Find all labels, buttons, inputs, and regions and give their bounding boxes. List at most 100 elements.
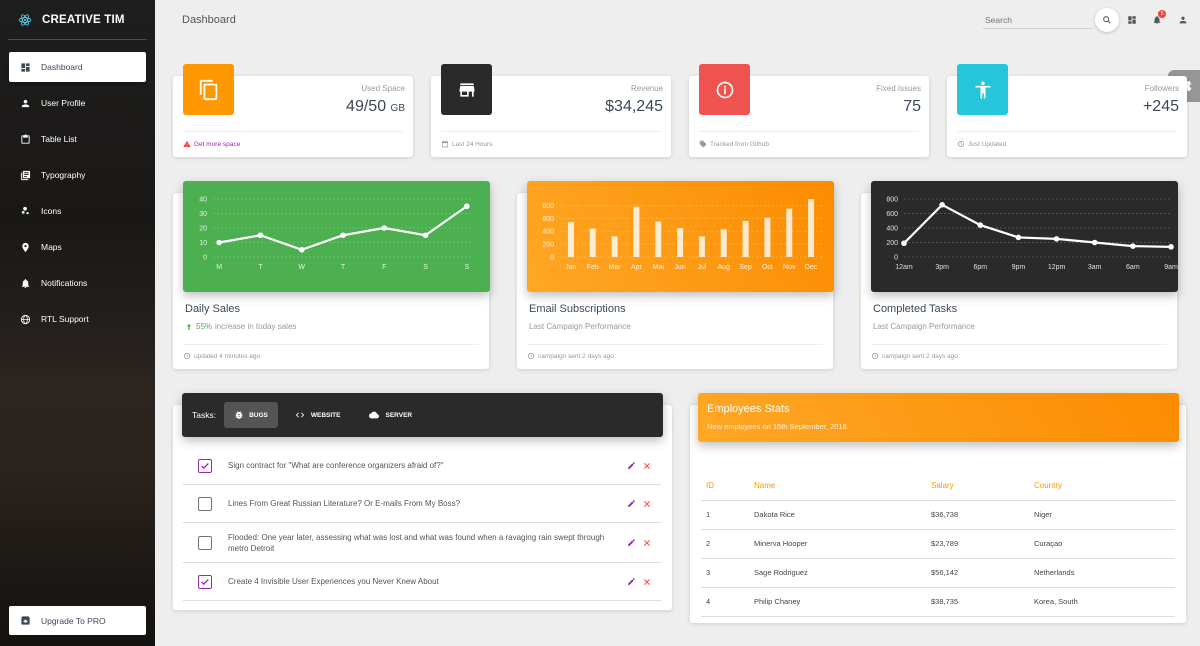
search-input[interactable]: [983, 11, 1093, 29]
data-point: [216, 239, 222, 246]
bar: [567, 222, 574, 257]
notifications-button[interactable]: [1151, 14, 1163, 26]
employees-header: Employees Stats New employees on 15th Se…: [698, 393, 1179, 442]
sidebar-item-notifications[interactable]: Notifications: [9, 268, 146, 298]
x-tick-label: S: [423, 264, 428, 271]
edit-task-button[interactable]: [626, 577, 636, 587]
task-checkbox[interactable]: [198, 458, 212, 473]
stat-category: Followers: [1144, 84, 1179, 93]
sidebar-item-icons[interactable]: Icons: [9, 196, 146, 226]
bar: [655, 221, 662, 257]
tab-label: BUGS: [249, 411, 268, 419]
data-point: [381, 225, 388, 231]
delete-task-button[interactable]: [642, 499, 652, 509]
bar: [720, 229, 727, 257]
x-tick-label: 12pm: [1048, 264, 1066, 271]
table-cell: $36,738: [926, 500, 1029, 530]
sidebar-item-label: Icons: [41, 206, 62, 216]
table-cell: Netherlands: [1029, 558, 1175, 588]
task-row: Lines From Great Russian Literature? Or …: [183, 485, 661, 523]
bar: [764, 217, 771, 257]
delete-task-button[interactable]: [642, 461, 652, 471]
bar: [633, 206, 640, 257]
sidebar: CREATIVE TIM Dashboard User Profile Tabl…: [0, 0, 155, 646]
profile-button[interactable]: [1177, 14, 1189, 26]
arrow-up-icon: [186, 323, 192, 330]
tab-website[interactable]: WEBSITE: [284, 402, 351, 428]
y-tick-label: 600: [886, 211, 898, 218]
sidebar-item-user-profile[interactable]: User Profile: [9, 88, 146, 118]
sidebar-item-maps[interactable]: Maps: [9, 232, 146, 262]
stat-value: 75: [903, 98, 921, 115]
x-tick-label: 9am: [1164, 264, 1178, 271]
stat-footer: Get more space: [183, 131, 403, 148]
y-tick-label: 800: [542, 203, 554, 210]
delete-task-button[interactable]: [642, 577, 652, 587]
bar: [786, 208, 793, 257]
stat-footer-text: Tracked from Github: [710, 140, 770, 148]
get-more-space-link[interactable]: Get more space: [194, 140, 241, 148]
chart-subtitle: Last Campaign Performance: [529, 322, 631, 331]
dashboard-icon: [19, 61, 31, 73]
close-icon: [643, 578, 651, 585]
edit-task-button[interactable]: [626, 538, 636, 548]
tab-server[interactable]: SERVER: [357, 402, 423, 428]
upgrade-to-pro-button[interactable]: Upgrade To PRO: [9, 606, 146, 635]
chart-card-completed-tasks: 800 600 400 200 0 12am 3pm 6pm 9pm 12pm 3am 6am 9am …: [861, 181, 1178, 369]
tasks-card: Tasks: BUGS WEBSITE SERVER Sign contract…: [173, 393, 672, 610]
x-tick-label: 9pm: [1012, 264, 1026, 271]
clock-icon: [871, 352, 879, 360]
task-checkbox[interactable]: [198, 535, 212, 550]
location-icon: [19, 241, 31, 253]
brand-logo[interactable]: CREATIVE TIM: [8, 0, 147, 40]
sidebar-item-label: RTL Support: [41, 314, 89, 324]
search-button[interactable]: [1095, 8, 1119, 32]
table-cell: $38,735: [926, 587, 1029, 617]
table-cell: Niger: [1029, 500, 1175, 530]
code-icon: [295, 412, 305, 418]
column-header: ID: [701, 471, 749, 501]
bar: [742, 220, 749, 257]
x-tick-label: 12am: [895, 264, 913, 271]
sidebar-item-typography[interactable]: Typography: [9, 160, 146, 190]
stat-value: $34,245: [605, 98, 663, 115]
task-text: Create 4 Invisible User Experiences you …: [228, 577, 439, 586]
task-checkbox[interactable]: [198, 574, 212, 589]
table-row: 1 Dakota Rice $36,738 Niger: [701, 500, 1175, 530]
chart-footer: updated 4 minutes ago: [183, 344, 479, 360]
chart-card-daily-sales: 40 30 20 10 0 M T W T F S S Daily Sales 55% increas…: [173, 181, 490, 369]
edit-task-button[interactable]: [626, 499, 636, 509]
table-header-row: ID Name Salary Country: [701, 471, 1175, 501]
x-tick-label: Nov: [783, 264, 796, 271]
x-tick-label: Apr: [631, 264, 643, 271]
x-tick-label: Aug: [718, 264, 731, 271]
chart-title: Completed Tasks: [873, 303, 958, 315]
y-tick-label: 20: [199, 226, 207, 233]
check-icon: [201, 578, 209, 585]
task-row: Create 4 Invisible User Experiences you …: [183, 563, 661, 601]
sidebar-item-rtl-support[interactable]: RTL Support: [9, 304, 146, 334]
x-tick-label: Oct: [762, 264, 773, 271]
dashboard-icon[interactable]: [1126, 14, 1138, 26]
data-point: [298, 246, 305, 253]
increase-percent: 55%: [196, 322, 213, 331]
x-tick-label: S: [464, 264, 469, 271]
task-checkbox[interactable]: [198, 496, 212, 511]
sidebar-item-dashboard[interactable]: Dashboard: [9, 52, 146, 82]
data-point: [1053, 236, 1060, 242]
chart-footer: campaign sent 2 days ago: [871, 344, 1167, 360]
y-tick-label: 0: [203, 255, 207, 262]
edit-task-button[interactable]: [626, 461, 636, 471]
sidebar-item-table-list[interactable]: Table List: [9, 124, 146, 154]
delete-task-button[interactable]: [642, 538, 652, 548]
bar: [611, 236, 618, 257]
tab-bugs[interactable]: BUGS: [224, 402, 278, 428]
stat-value: +245: [1142, 98, 1179, 115]
stat-card-fixed-issues: Fixed Issues 75 Tracked from Github: [689, 64, 929, 157]
clock-icon: [183, 352, 191, 360]
close-icon: [643, 462, 651, 469]
employees-title: Employees Stats: [707, 403, 790, 415]
close-icon: [643, 539, 651, 546]
upgrade-label: Upgrade To PRO: [41, 615, 106, 626]
tasks-header: Tasks: BUGS WEBSITE SERVER: [182, 393, 663, 437]
